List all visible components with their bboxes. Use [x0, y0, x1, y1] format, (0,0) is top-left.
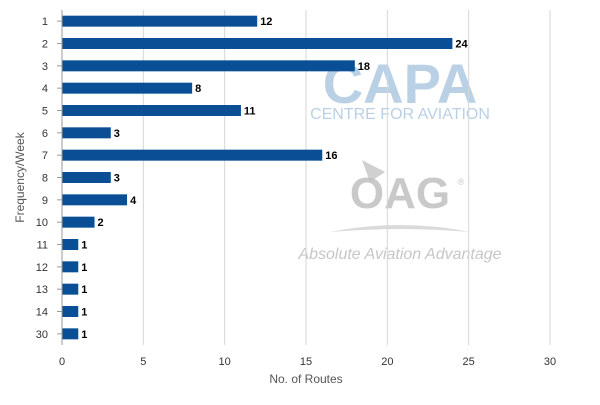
bar-value-label: 1 [81, 262, 87, 274]
y-tick-label: 2 [42, 39, 48, 51]
bar-freq-5 [62, 105, 241, 116]
y-tick-label: 12 [36, 262, 48, 274]
y-tick-label: 8 [42, 173, 48, 185]
y-tick-label: 30 [36, 329, 48, 341]
x-tick-label: 30 [544, 356, 556, 368]
y-tick-label: 7 [42, 150, 48, 162]
bar-freq-6 [62, 127, 111, 139]
bar-value-label: 11 [244, 106, 256, 118]
bar-value-label: 3 [114, 173, 120, 185]
bar-layer [62, 15, 453, 340]
y-tick-label: 3 [42, 61, 48, 73]
bar-value-label: 24 [455, 39, 468, 51]
x-axis-title: No. of Routes [269, 372, 342, 386]
y-tick-label: 4 [42, 83, 48, 95]
bar-value-label: 12 [260, 16, 272, 28]
bar-value-label: 4 [130, 195, 137, 207]
y-tick-label: 5 [42, 106, 48, 118]
bar-value-label: 8 [195, 83, 201, 95]
bar-value-label: 16 [325, 150, 337, 162]
y-tick-label: 1 [42, 16, 48, 28]
bar-value-label: 1 [81, 329, 87, 341]
y-tick-label: 13 [36, 284, 48, 296]
oag-watermark-title: OAG [350, 169, 450, 218]
bar-freq-1 [62, 15, 258, 27]
bar-value-label: 18 [358, 61, 370, 73]
oag-swoosh-icon [330, 225, 470, 232]
bar-freq-2 [62, 38, 453, 49]
oag-watermark-tagline: Absolute Aviation Advantage [297, 246, 501, 263]
y-tick-label: 10 [36, 217, 48, 229]
x-tick-label: 10 [219, 356, 231, 368]
bar-freq-12 [62, 261, 79, 273]
bar-freq-13 [62, 283, 79, 295]
bar-value-label: 3 [114, 128, 120, 140]
bar-freq-9 [62, 194, 128, 206]
bar-value-label: 2 [98, 217, 104, 229]
bar-value-label: 1 [81, 307, 87, 319]
bar-freq-7 [62, 149, 323, 161]
bar-freq-14 [62, 306, 79, 317]
oag-chevron-icon [362, 160, 385, 182]
y-axis-title: Frequency/Week [13, 131, 27, 222]
x-tick-label: 5 [140, 356, 146, 368]
x-tick-label: 15 [300, 356, 312, 368]
bar-freq-8 [62, 172, 111, 183]
y-tick-label: 6 [42, 128, 48, 140]
x-tick-label: 20 [381, 356, 393, 368]
x-tick-label: 25 [463, 356, 475, 368]
oag-registered-mark: ® [458, 177, 465, 187]
y-tick-label: 9 [42, 195, 48, 207]
x-tick-label: 0 [59, 356, 65, 368]
y-tick-label: 11 [37, 240, 48, 252]
capa-watermark-subtitle: CENTRE FOR AVIATION [310, 106, 490, 123]
bar-freq-4 [62, 82, 193, 94]
bar-freq-30 [62, 328, 79, 340]
bar-value-label: 1 [81, 284, 87, 296]
bar-freq-10 [62, 216, 95, 228]
bar-freq-11 [62, 239, 79, 250]
bar-value-label: 1 [81, 240, 87, 252]
y-tick-label: 14 [36, 307, 48, 319]
bar-freq-3 [62, 60, 355, 72]
